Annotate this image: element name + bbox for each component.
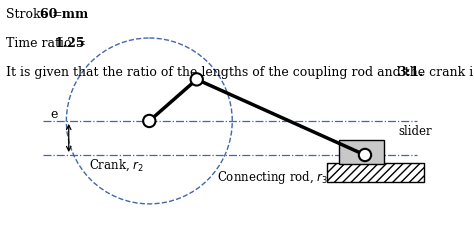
Text: Time ratio =: Time ratio =: [6, 37, 90, 50]
Bar: [327, 163, 424, 182]
Ellipse shape: [359, 149, 371, 161]
Text: e: e: [51, 108, 58, 121]
Ellipse shape: [191, 73, 203, 85]
Bar: [339, 140, 384, 164]
Text: It is given that the ratio of the lengths of the coupling rod and the crank is: It is given that the ratio of the length…: [6, 66, 474, 79]
Text: slider: slider: [398, 124, 431, 138]
Text: Connecting rod, $r_3$: Connecting rod, $r_3$: [217, 169, 328, 186]
Text: Stroke =: Stroke =: [6, 8, 66, 21]
Ellipse shape: [143, 115, 155, 127]
Text: 1.25: 1.25: [55, 37, 85, 50]
Text: Crank, $r_2$: Crank, $r_2$: [89, 157, 144, 173]
Text: 3:1.: 3:1.: [397, 66, 424, 79]
Text: 60 mm: 60 mm: [40, 8, 88, 21]
